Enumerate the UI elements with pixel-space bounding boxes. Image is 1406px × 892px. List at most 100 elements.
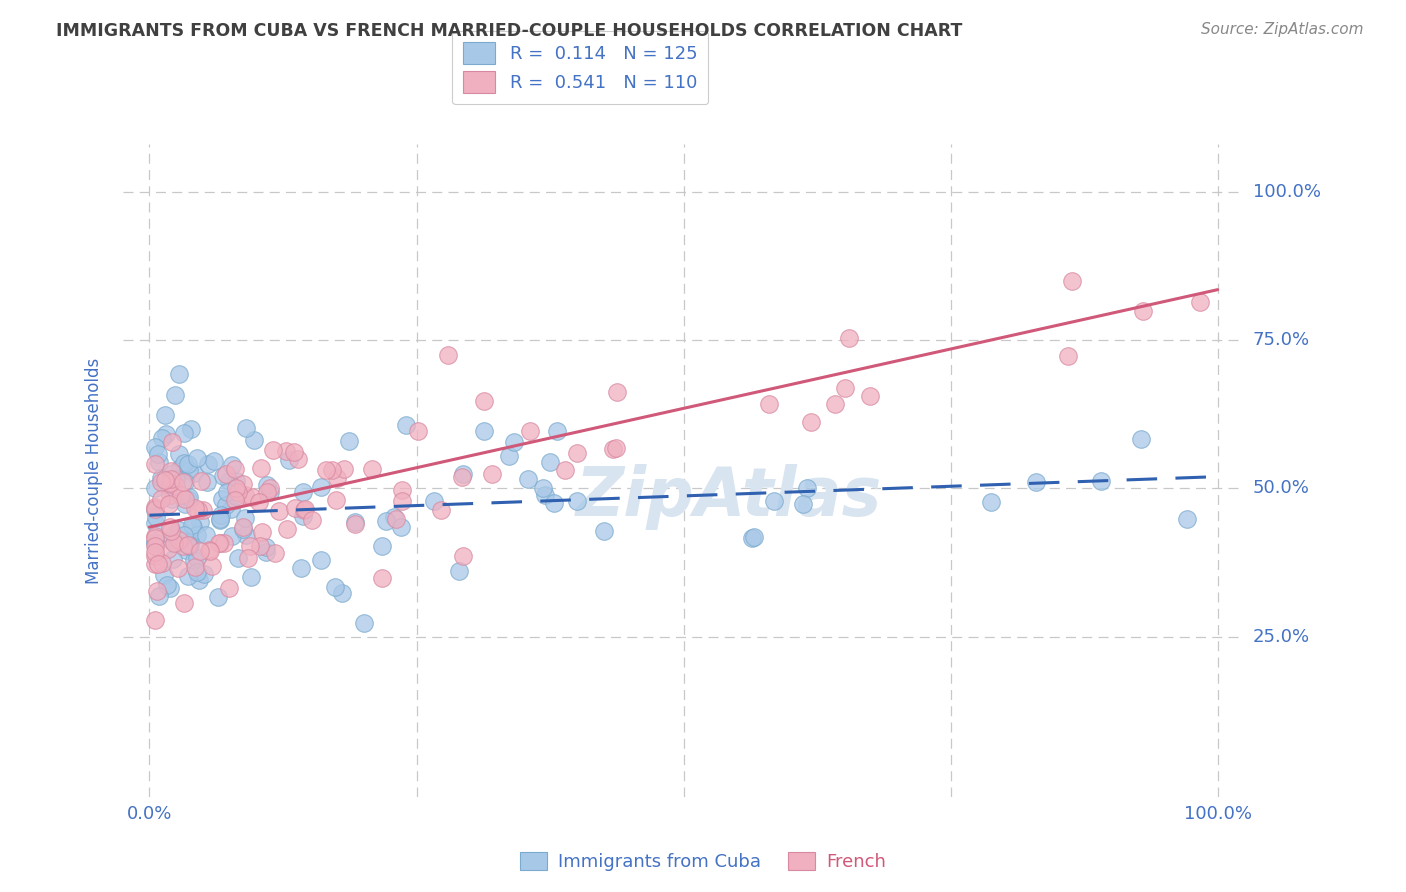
Y-axis label: Married-couple Households: Married-couple Households <box>86 358 103 584</box>
Point <box>321 463 343 477</box>
Point <box>232 520 254 534</box>
Point <box>315 463 337 477</box>
Point <box>188 544 211 558</box>
Point <box>256 478 278 492</box>
Point <box>173 426 195 441</box>
Point <box>284 501 307 516</box>
Text: ZipAtlas: ZipAtlas <box>575 464 882 530</box>
Point <box>183 560 205 574</box>
Point <box>172 475 194 489</box>
Point <box>838 331 860 345</box>
Point <box>554 463 576 477</box>
Point <box>195 475 218 490</box>
Point <box>183 466 205 480</box>
Point <box>239 539 262 553</box>
Point <box>167 561 190 575</box>
Point <box>796 481 818 495</box>
Point <box>165 472 187 486</box>
Point <box>235 528 257 542</box>
Point <box>240 570 263 584</box>
Point <box>156 542 179 557</box>
Point <box>243 434 266 448</box>
Point <box>150 492 173 507</box>
Text: 75.0%: 75.0% <box>1253 331 1310 349</box>
Point <box>177 569 200 583</box>
Point <box>207 590 229 604</box>
Point <box>143 549 166 564</box>
Point <box>232 477 254 491</box>
Point <box>148 447 170 461</box>
Point <box>309 553 332 567</box>
Point <box>516 472 538 486</box>
Point <box>143 613 166 627</box>
Point <box>201 558 224 573</box>
Point <box>172 540 194 554</box>
Point <box>1025 475 1047 489</box>
Point <box>269 504 291 518</box>
Point <box>254 541 277 555</box>
Point <box>159 480 181 494</box>
Point <box>143 503 166 517</box>
Point <box>408 424 430 438</box>
Point <box>209 512 232 526</box>
Point <box>188 573 211 587</box>
Point <box>371 571 394 585</box>
Point <box>565 494 588 508</box>
Point <box>153 409 176 423</box>
Point <box>449 564 471 578</box>
Point <box>187 503 209 517</box>
Point <box>143 534 166 549</box>
Point <box>395 417 418 432</box>
Point <box>150 471 173 485</box>
Point <box>330 586 353 600</box>
Point <box>225 474 247 488</box>
Point <box>423 494 446 508</box>
Point <box>159 519 181 533</box>
Point <box>181 520 204 534</box>
Point <box>167 524 190 538</box>
Point <box>437 348 460 362</box>
Point <box>250 461 273 475</box>
Point <box>173 456 195 470</box>
Point <box>859 389 882 403</box>
Text: Source: ZipAtlas.com: Source: ZipAtlas.com <box>1201 22 1364 37</box>
Point <box>143 500 166 515</box>
Point <box>344 515 367 529</box>
Point <box>309 480 332 494</box>
Point <box>389 520 412 534</box>
Point <box>143 540 166 554</box>
Point <box>276 522 298 536</box>
Point <box>247 495 270 509</box>
Point <box>325 580 347 594</box>
Point <box>353 616 375 631</box>
Point <box>177 491 200 506</box>
Point <box>531 481 554 495</box>
Point <box>197 457 219 471</box>
Point <box>153 568 176 582</box>
Point <box>167 533 190 547</box>
Legend: R =  0.114   N = 125, R =  0.541   N = 110: R = 0.114 N = 125, R = 0.541 N = 110 <box>451 31 709 104</box>
Point <box>337 434 360 448</box>
Point <box>250 525 273 540</box>
Point <box>159 464 181 478</box>
Point <box>170 488 193 502</box>
Point <box>481 467 503 482</box>
Point <box>143 440 166 454</box>
Point <box>333 462 356 476</box>
Point <box>278 452 301 467</box>
Point <box>181 517 204 532</box>
Point <box>174 491 197 506</box>
Point <box>741 531 763 545</box>
Point <box>758 397 780 411</box>
Point <box>186 528 208 542</box>
Point <box>218 475 240 489</box>
Point <box>177 537 200 551</box>
Point <box>1175 512 1198 526</box>
Point <box>980 495 1002 509</box>
Point <box>159 476 181 491</box>
Point <box>474 393 496 408</box>
Point <box>218 581 240 595</box>
Point <box>173 596 195 610</box>
Point <box>174 475 197 489</box>
Point <box>391 483 413 497</box>
